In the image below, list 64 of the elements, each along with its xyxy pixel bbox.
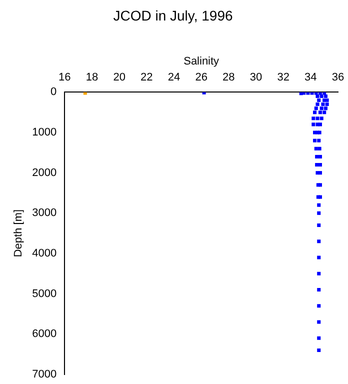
point bbox=[317, 320, 321, 324]
point bbox=[317, 256, 321, 260]
point bbox=[318, 171, 322, 175]
point bbox=[314, 146, 318, 150]
point bbox=[321, 102, 325, 106]
point bbox=[314, 106, 318, 110]
point bbox=[317, 223, 321, 228]
point bbox=[312, 116, 316, 120]
y-tick-label: 7000 bbox=[32, 368, 57, 380]
x-tick-label: 18 bbox=[86, 72, 98, 84]
point bbox=[318, 163, 322, 167]
point bbox=[310, 92, 314, 95]
y-tick-label: 6000 bbox=[32, 328, 57, 340]
y-tick-label: 3000 bbox=[32, 207, 57, 220]
point bbox=[318, 122, 322, 126]
point bbox=[318, 146, 322, 150]
point bbox=[320, 106, 324, 110]
x-tick-label: 20 bbox=[113, 72, 126, 84]
point bbox=[324, 94, 328, 98]
x-tick-label: 32 bbox=[277, 72, 290, 84]
x-tick-label: 34 bbox=[304, 72, 317, 84]
x-tick-label: 28 bbox=[222, 72, 235, 84]
point bbox=[320, 94, 324, 98]
point bbox=[320, 116, 324, 120]
y-tick-label: 5000 bbox=[32, 288, 57, 300]
point bbox=[317, 203, 321, 207]
x-tick-label: 30 bbox=[250, 72, 262, 84]
point bbox=[318, 154, 322, 158]
x-tick-label: 26 bbox=[195, 72, 208, 84]
point bbox=[306, 92, 310, 95]
y-tick-label: 2000 bbox=[32, 166, 57, 179]
point bbox=[317, 272, 321, 276]
point bbox=[317, 288, 321, 292]
point bbox=[317, 348, 321, 352]
point bbox=[317, 240, 321, 244]
point bbox=[312, 122, 316, 126]
y-tick-label: 0 bbox=[50, 86, 57, 98]
point bbox=[316, 102, 320, 106]
point bbox=[317, 304, 321, 308]
point bbox=[324, 106, 328, 110]
x-tick-label: 24 bbox=[168, 72, 180, 84]
point bbox=[317, 211, 321, 215]
x-tick-label: 22 bbox=[140, 72, 153, 84]
point bbox=[302, 92, 306, 95]
point bbox=[83, 92, 87, 95]
point bbox=[315, 154, 319, 158]
point bbox=[315, 163, 319, 167]
point bbox=[316, 116, 320, 120]
point bbox=[313, 110, 317, 114]
y-tick-label: 1000 bbox=[32, 126, 57, 139]
point bbox=[317, 336, 321, 340]
x-tick-label: 36 bbox=[332, 72, 344, 84]
x-tick-label: 16 bbox=[58, 72, 71, 84]
point bbox=[325, 102, 329, 106]
point bbox=[322, 110, 326, 114]
point bbox=[316, 94, 320, 98]
point bbox=[317, 98, 321, 102]
y-tick-label: 4000 bbox=[32, 247, 57, 260]
x-axis-title: Salinity bbox=[184, 55, 220, 68]
point bbox=[313, 138, 317, 142]
chart-title: JCOD in July, 1996 bbox=[113, 7, 233, 24]
point bbox=[318, 110, 322, 114]
y-axis-title: Depth [m] bbox=[12, 209, 25, 258]
point bbox=[317, 138, 321, 142]
